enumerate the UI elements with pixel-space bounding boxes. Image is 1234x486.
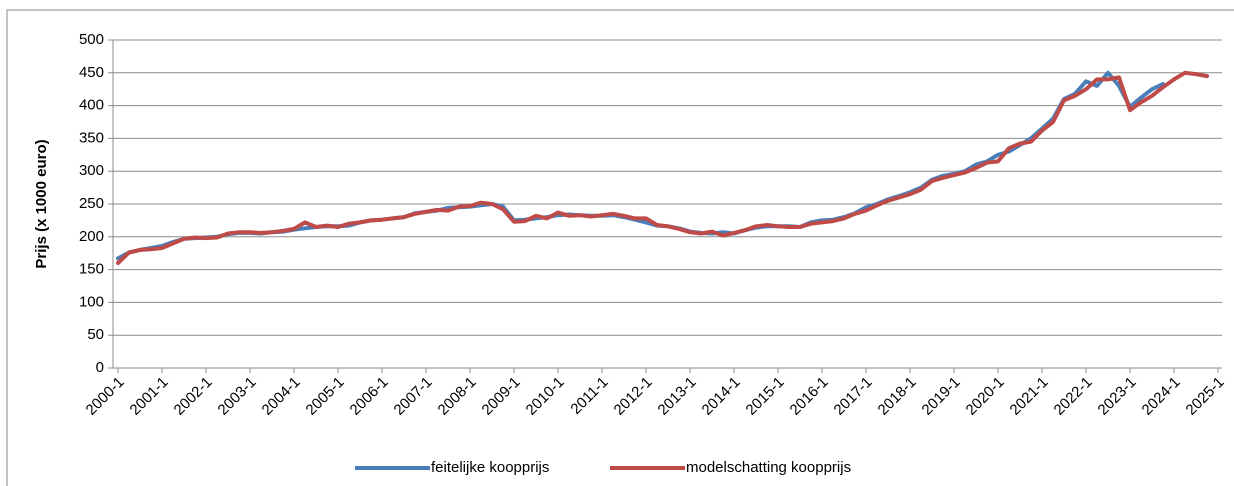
legend-label: feitelijke koopprijs bbox=[431, 459, 549, 476]
x-tick-label: 2023-1 bbox=[1095, 374, 1140, 419]
x-tick-label: 2001-1 bbox=[127, 374, 172, 419]
x-tick-label: 2021-1 bbox=[1007, 374, 1052, 419]
x-tick-label: 2009-1 bbox=[479, 374, 524, 419]
x-tick-label: 2019-1 bbox=[919, 374, 964, 419]
x-tick-label: 2016-1 bbox=[787, 374, 832, 419]
y-tick-label: 50 bbox=[87, 326, 104, 343]
x-tick-label: 2017-1 bbox=[831, 374, 876, 419]
x-tick-label: 2005-1 bbox=[303, 374, 348, 419]
x-tick-label: 2007-1 bbox=[391, 374, 436, 419]
y-tick-label: 100 bbox=[79, 293, 104, 310]
y-tick-label: 350 bbox=[79, 129, 104, 146]
y-tick-label: 0 bbox=[96, 359, 104, 376]
x-tick-label: 2002-1 bbox=[171, 374, 216, 419]
y-axis-label: Prijs (x 1000 euro) bbox=[33, 139, 50, 268]
legend-label: modelschatting koopprijs bbox=[686, 459, 851, 476]
y-tick-label: 150 bbox=[79, 261, 104, 278]
y-tick-label: 450 bbox=[79, 64, 104, 81]
x-tick-label: 2000-1 bbox=[83, 374, 128, 419]
y-tick-label: 300 bbox=[79, 162, 104, 179]
x-tick-label: 2013-1 bbox=[655, 374, 700, 419]
x-tick-label: 2014-1 bbox=[699, 374, 744, 419]
x-tick-label: 2006-1 bbox=[347, 374, 392, 419]
x-tick-label: 2018-1 bbox=[875, 374, 920, 419]
x-tick-label: 2010-1 bbox=[523, 374, 568, 419]
x-tick-label: 2025-1 bbox=[1183, 374, 1228, 419]
series-line bbox=[116, 70, 1209, 265]
x-tick-label: 2024-1 bbox=[1139, 374, 1184, 419]
chart-frame bbox=[6, 9, 1234, 486]
y-tick-label: 400 bbox=[79, 97, 104, 114]
y-tick-label: 500 bbox=[79, 31, 104, 48]
x-tick-label: 2020-1 bbox=[963, 374, 1008, 419]
x-tick-label: 2003-1 bbox=[215, 374, 260, 419]
x-tick-label: 2011-1 bbox=[567, 374, 611, 418]
x-tick-label: 2012-1 bbox=[611, 374, 656, 419]
x-tick-label: 2015-1 bbox=[743, 374, 788, 419]
x-tick-label: 2008-1 bbox=[435, 374, 480, 419]
y-tick-label: 250 bbox=[79, 195, 104, 212]
x-tick-label: 2022-1 bbox=[1051, 374, 1096, 419]
x-tick-label: 2004-1 bbox=[259, 374, 304, 419]
y-tick-label: 200 bbox=[79, 228, 104, 245]
